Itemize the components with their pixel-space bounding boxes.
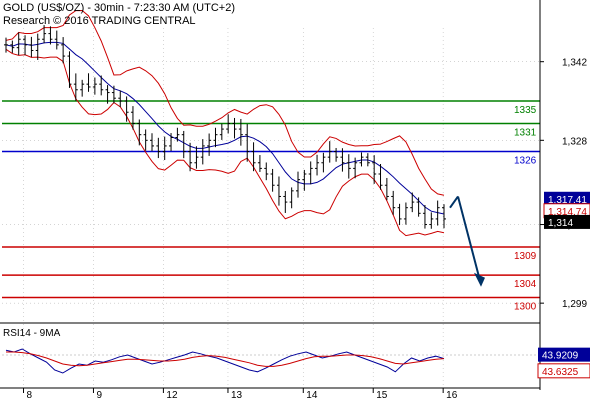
level-label-1300: 1300 <box>514 302 537 313</box>
price-tag-label: 1,317.41 <box>548 195 587 206</box>
bollinger-lower <box>5 48 445 237</box>
chart-title: GOLD (US$/OZ) - 30min - 7:23:30 AM (UTC+… <box>3 2 235 14</box>
price-tag-label: 1,314 <box>548 218 573 229</box>
y-tick-label: 1,342 <box>562 58 587 69</box>
y-tick-label: 1,299 <box>562 299 587 310</box>
y-tick-label: 1,328 <box>562 136 587 147</box>
projection-arrow-head <box>474 272 485 287</box>
level-label-1309: 1309 <box>514 251 537 262</box>
rsi-series-rsi <box>5 348 445 374</box>
price-tags: 1,317.411,314.741,314 43.9209 43.6325 <box>537 191 590 379</box>
rsi-tag-box <box>537 363 590 379</box>
rsi-tag-label: 43.6325 <box>542 367 579 378</box>
x-tick-label: 13 <box>231 390 243 400</box>
x-tick-label: 15 <box>376 390 388 400</box>
level-label-1335: 1335 <box>514 105 537 116</box>
bollinger-bands <box>5 10 445 237</box>
moving-average <box>5 41 445 215</box>
price-bars <box>4 25 446 229</box>
rsi-tag-box <box>538 347 590 362</box>
level-label-1304: 1304 <box>514 279 537 290</box>
level-lines: 1335 1331 1326 1309 1304 1300 <box>2 100 540 313</box>
grid-lines <box>2 28 540 385</box>
projection-arrow-shaft <box>457 196 481 281</box>
x-tick-label: 16 <box>446 390 458 400</box>
x-tick-label: 9 <box>96 390 102 400</box>
x-tick-label: 8 <box>27 390 33 400</box>
rsi-tag-label: 43.9209 <box>542 351 579 362</box>
rsi-title: RSI14 - 9MA <box>3 328 61 339</box>
x-tick-label: 12 <box>166 390 178 400</box>
projection-arrow-lead <box>449 195 459 209</box>
price-tag-box <box>544 214 590 229</box>
research-credit: Research © 2016 TRADING CENTRAL <box>3 15 196 27</box>
level-label-1326: 1326 <box>514 156 537 167</box>
level-label-1331: 1331 <box>514 127 537 138</box>
x-tick-label: 14 <box>306 390 318 400</box>
price-tag-label: 1,314.74 <box>548 207 587 218</box>
price-tag-box <box>544 191 590 206</box>
bollinger-upper <box>5 10 445 196</box>
rsi-panel: RSI14 - 9MA50 <box>2 328 574 374</box>
rsi-series-rsi_ma <box>6 351 445 367</box>
